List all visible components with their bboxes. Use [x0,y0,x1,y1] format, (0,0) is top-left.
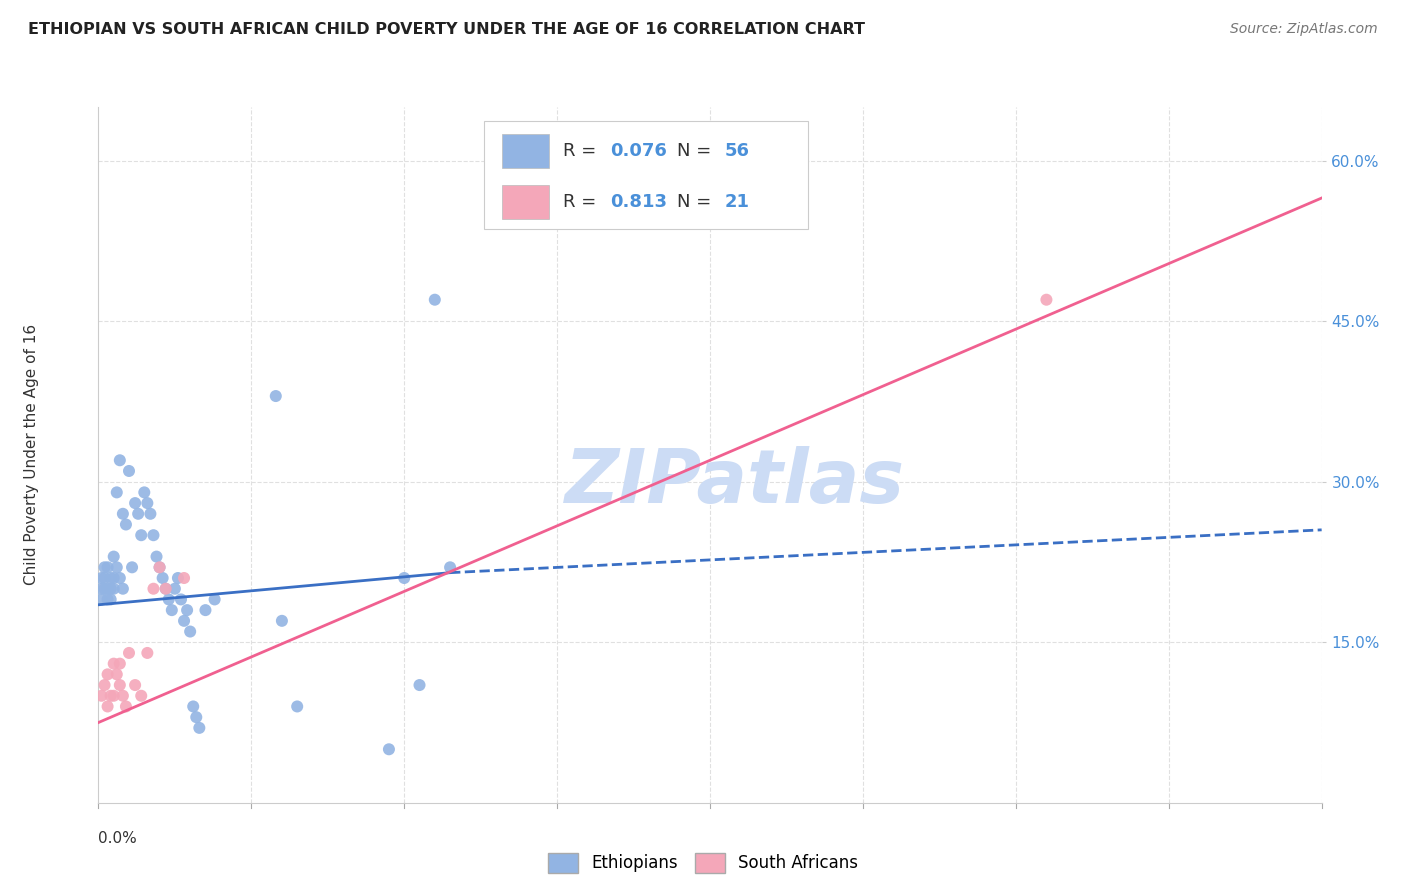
Point [142,582,165,596]
Text: 0.076: 0.076 [610,142,666,161]
Point [152,571,174,585]
Point [423,293,446,307]
Point [121,560,143,574]
Point [105,485,128,500]
Point [105,667,128,681]
Point [173,614,195,628]
Point [173,571,195,585]
Point [118,464,141,478]
Point [155,582,177,596]
Point [90,571,112,585]
Point [378,742,401,756]
Point [176,603,198,617]
Point [103,657,125,671]
Legend: Ethiopians, South Africans: Ethiopians, South Africans [541,847,865,880]
Point [115,517,138,532]
Point [145,549,167,564]
Point [179,624,201,639]
Point [93,571,115,585]
Point [142,528,165,542]
Point [188,721,211,735]
Point [90,582,112,596]
Point [111,582,134,596]
Point [90,689,112,703]
Point [204,592,226,607]
Point [155,582,177,596]
Point [1035,293,1057,307]
Point [108,678,131,692]
Point [392,571,416,585]
FancyBboxPatch shape [484,121,808,229]
Point [115,699,138,714]
Point [103,689,125,703]
Point [160,603,183,617]
Point [97,667,120,681]
Point [157,592,180,607]
Point [108,571,131,585]
Point [181,699,204,714]
Text: 56: 56 [724,142,749,161]
Point [167,571,190,585]
Point [194,603,217,617]
Point [93,560,115,574]
Point [103,582,125,596]
Text: Source: ZipAtlas.com: Source: ZipAtlas.com [1230,22,1378,37]
Point [136,646,159,660]
Point [170,592,193,607]
Text: Child Poverty Under the Age of 16: Child Poverty Under the Age of 16 [24,325,38,585]
Point [103,549,125,564]
Point [93,678,115,692]
FancyBboxPatch shape [502,185,548,219]
Text: N =: N = [678,193,717,211]
Point [108,657,131,671]
Text: ETHIOPIAN VS SOUTH AFRICAN CHILD POVERTY UNDER THE AGE OF 16 CORRELATION CHART: ETHIOPIAN VS SOUTH AFRICAN CHILD POVERTY… [28,22,865,37]
Point [149,560,172,574]
Point [129,689,152,703]
Point [134,485,156,500]
Point [136,496,159,510]
Point [97,560,120,574]
Point [270,614,292,628]
Point [100,592,122,607]
Text: 21: 21 [724,193,749,211]
Text: 0.0%: 0.0% [98,830,138,846]
Point [108,453,131,467]
Point [103,571,125,585]
Point [163,582,186,596]
Point [105,560,128,574]
Point [111,507,134,521]
Point [97,592,120,607]
Point [439,560,461,574]
FancyBboxPatch shape [502,134,548,169]
Text: R =: R = [564,193,602,211]
Text: ZIPatlas: ZIPatlas [564,446,904,519]
Text: R =: R = [564,142,602,161]
Point [129,528,152,542]
Point [149,560,172,574]
Point [285,699,308,714]
Text: N =: N = [678,142,717,161]
Point [408,678,430,692]
Point [124,678,146,692]
Point [97,582,120,596]
Point [139,507,162,521]
Point [118,646,141,660]
Point [90,592,112,607]
Point [111,689,134,703]
Point [264,389,287,403]
Point [100,571,122,585]
Point [100,582,122,596]
Point [186,710,208,724]
Point [93,582,115,596]
Point [124,496,146,510]
Point [97,699,120,714]
Text: 0.813: 0.813 [610,193,666,211]
Point [100,689,122,703]
Point [127,507,149,521]
